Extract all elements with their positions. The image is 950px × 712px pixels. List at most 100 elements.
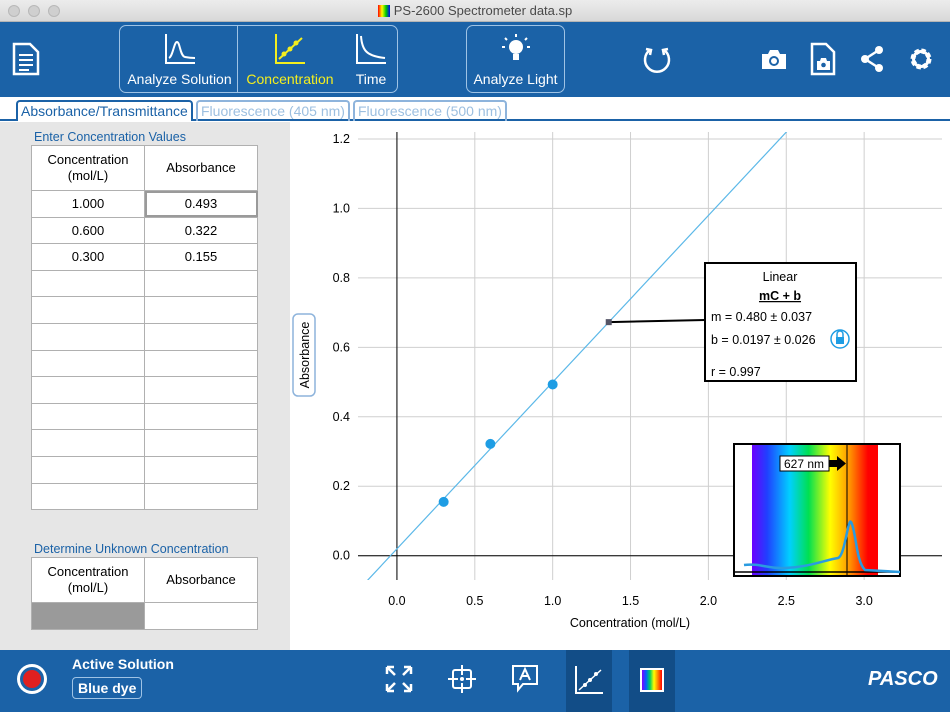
absorbance-cell[interactable]: 0.322 (144, 216, 258, 245)
concentration-cell[interactable]: 1.000 (31, 190, 145, 218)
tab-fluorescence-500[interactable]: Fluorescence (500 nm) (353, 100, 507, 121)
empty-cell[interactable] (144, 402, 258, 431)
active-solution-button[interactable]: Blue dye (72, 677, 143, 699)
tab-absorbance-transmittance[interactable]: Absorbance/Transmittance (16, 100, 193, 121)
empty-cell[interactable] (144, 482, 258, 511)
data-point[interactable] (438, 496, 449, 507)
concentration-cell[interactable]: 0.300 (31, 243, 145, 271)
table-row (31, 296, 258, 324)
concentration-button[interactable]: Concentration (240, 28, 340, 90)
column-header-concentration: Concentration (mol/L) (31, 557, 145, 603)
active-solution-label: Active Solution (72, 656, 174, 672)
lock-icon-body (836, 337, 844, 344)
coordinates-tool-button[interactable] (447, 664, 477, 699)
annotation-button[interactable] (511, 664, 539, 699)
table-row (31, 269, 258, 298)
empty-cell[interactable] (31, 402, 145, 431)
linear-fit-icon (575, 666, 603, 694)
record-button[interactable] (15, 662, 49, 701)
empty-cell[interactable] (31, 376, 145, 404)
empty-cell[interactable] (144, 376, 258, 404)
time-button[interactable]: Time (345, 28, 397, 90)
y-axis-label-button[interactable] (292, 313, 316, 397)
curve-fit-box[interactable] (704, 262, 857, 382)
curve-fit-button[interactable] (566, 650, 612, 712)
x-axis-label: Concentration (mol/L) (570, 616, 690, 630)
data-point[interactable] (485, 438, 496, 449)
close-window-button[interactable] (8, 5, 20, 17)
pasco-logo: PASCO (868, 668, 938, 690)
wavelength-label: 627 nm (784, 457, 824, 471)
scale-to-fit-button[interactable] (385, 665, 413, 698)
empty-cell[interactable] (31, 455, 145, 484)
analyze-solution-button[interactable]: Analyze Solution (122, 28, 237, 90)
empty-cell[interactable] (31, 482, 145, 511)
empty-cell[interactable] (31, 349, 145, 378)
analyze-light-button[interactable]: Analyze Light (468, 28, 563, 90)
empty-cell[interactable] (144, 296, 258, 324)
unknown-absorbance-cell[interactable] (144, 602, 258, 630)
x-tick-label: 2.5 (778, 594, 795, 608)
document-button[interactable] (12, 42, 40, 81)
minimize-window-button[interactable] (28, 5, 40, 17)
empty-cell[interactable] (31, 296, 145, 324)
sync-icon (643, 47, 671, 73)
y-axis-label-group (292, 313, 316, 397)
fit-type-label: Linear (763, 270, 798, 284)
file-icon (377, 5, 390, 17)
y-tick-label: 1.2 (333, 132, 350, 146)
concentration-values-table: Concentration (mol/L) Absorbance 1.000 0.… (31, 145, 258, 511)
file-camera-icon (810, 42, 836, 76)
table-row: 0.600 0.322 (31, 216, 258, 245)
table-row (31, 429, 258, 457)
table-row (31, 455, 258, 484)
table-row: 1.000 0.493 (31, 190, 258, 218)
x-tick-label: 2.0 (700, 594, 717, 608)
empty-cell[interactable] (144, 455, 258, 484)
absorbance-cell[interactable]: 0.493 (144, 190, 258, 218)
y-tick-label: 0.4 (333, 410, 350, 424)
y-tick-label: 1.0 (333, 201, 350, 215)
gear-icon (910, 48, 932, 70)
analysis-tabs: Absorbance/Transmittance Fluorescence (4… (0, 97, 950, 121)
sensor-connect-button[interactable] (641, 42, 673, 81)
crosshair-icon (448, 665, 476, 693)
concentration-cell[interactable]: 0.600 (31, 216, 145, 245)
absorbance-peak-icon (164, 34, 195, 64)
document-icon (12, 42, 40, 76)
x-tick-label: 1.5 (622, 594, 639, 608)
y-tick-label: 0.0 (333, 549, 350, 563)
empty-cell[interactable] (144, 349, 258, 378)
table-row (31, 322, 258, 351)
spectrum-inset-button[interactable] (629, 650, 675, 712)
empty-cell[interactable] (144, 322, 258, 351)
empty-cell[interactable] (31, 322, 145, 351)
empty-cell[interactable] (144, 269, 258, 298)
share-button[interactable] (859, 45, 885, 78)
table-row: 0.300 0.155 (31, 243, 258, 271)
screenshot-to-file-button[interactable] (810, 42, 836, 81)
main-toolbar: Analyze Solution Concentration Time Anal… (0, 22, 950, 97)
y-tick-label: 0.6 (333, 340, 350, 354)
settings-button[interactable] (906, 44, 936, 79)
fit-correlation-value: r = 0.997 (711, 365, 761, 379)
zoom-window-button[interactable] (48, 5, 60, 17)
window-titlebar: PS-2600 Spectrometer data.sp (0, 0, 950, 22)
calibration-plot[interactable]: 0.0 0.5 1.0 1.5 2.0 2.5 3.0 0.0 0.2 0.4 0.6 0.8 1.0 1… (290, 122, 950, 650)
empty-cell[interactable] (31, 269, 145, 298)
column-header-absorbance: Absorbance (144, 145, 258, 191)
empty-cell[interactable] (31, 429, 145, 457)
data-point[interactable] (547, 379, 558, 390)
table-row (31, 482, 258, 511)
bottom-toolbar: Active Solution Blue dye PASCO (0, 650, 950, 712)
y-tick-label: 0.8 (333, 271, 350, 285)
empty-cell[interactable] (144, 429, 258, 457)
calibration-graph[interactable]: 0.0 0.5 1.0 1.5 2.0 2.5 3.0 0.0 0.2 0.4 0.6 0.8 1.0 1… (290, 122, 950, 650)
tab-fluorescence-405[interactable]: Fluorescence (405 nm) (196, 100, 350, 121)
snapshot-button[interactable] (760, 47, 788, 76)
window-controls[interactable] (8, 5, 60, 17)
absorbance-cell[interactable]: 0.155 (144, 243, 258, 271)
column-header-absorbance: Absorbance (144, 557, 258, 603)
decay-curve-icon (356, 34, 386, 64)
y-tick-label: 0.2 (333, 479, 350, 493)
